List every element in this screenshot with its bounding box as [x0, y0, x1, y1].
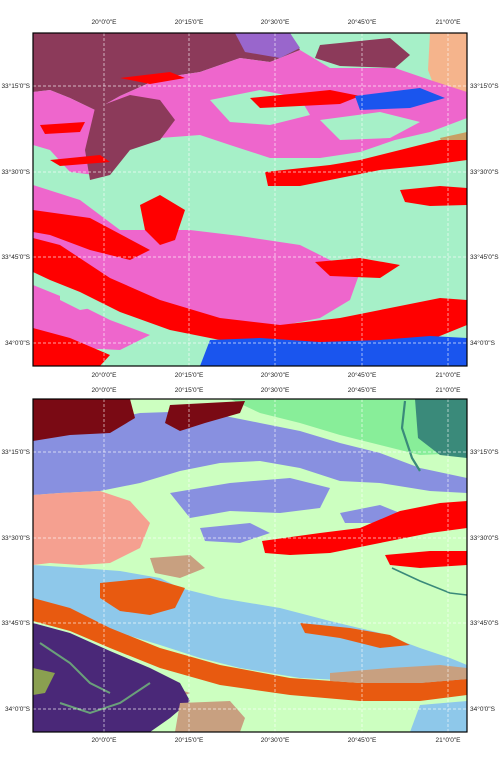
unit-blue-south: [200, 336, 467, 366]
bottom-map-lat-labels-left: 33°15'0"S 33°30'0"S 33°45'0"S 34°0'0"S: [1, 448, 30, 713]
unit-red-band: [140, 195, 185, 245]
lat-label: 34°0'0"S: [470, 705, 496, 713]
unit-red-band: [315, 258, 400, 278]
unit-red-southwest: [33, 328, 110, 366]
unit-red-east: [262, 501, 467, 555]
lat-label: 33°45'0"S: [470, 619, 499, 627]
unit-red-band: [33, 238, 467, 345]
unit-red-streak: [40, 122, 85, 134]
lon-label: 20°15'0"E: [175, 386, 204, 394]
unit-periwinkle-west: [40, 458, 140, 485]
unit-orange-band: [300, 623, 410, 648]
lat-label: 33°30'0"S: [1, 168, 30, 176]
unit-red-east: [385, 551, 467, 568]
lon-label: 20°15'0"E: [175, 736, 204, 744]
lat-label: 33°45'0"S: [1, 253, 30, 261]
unit-tan-south: [175, 701, 245, 732]
lon-label: 21°0'0"E: [436, 18, 462, 26]
lon-label: 21°0'0"E: [436, 371, 462, 379]
unit-pink-central: [33, 185, 360, 330]
lon-label: 20°30'0"E: [261, 371, 290, 379]
top-map-lon-labels-bottom: 20°0'0"E 20°15'0"E 20°30'0"E 20°45'0"E 2…: [92, 371, 462, 379]
lon-label: 20°45'0"E: [348, 736, 377, 744]
lat-label: 33°30'0"S: [470, 168, 499, 176]
unit-olive-southwest: [33, 668, 55, 695]
lat-label: 33°15'0"S: [1, 448, 30, 456]
bottom-map-units: [33, 399, 467, 732]
unit-blue-east: [355, 88, 445, 110]
unit-maroon-northeast: [315, 38, 410, 68]
lon-label: 20°45'0"E: [348, 18, 377, 26]
unit-maroon-inlier: [85, 95, 175, 180]
top-map-lat-labels-left: 33°15'0"S 33°30'0"S 33°45'0"S 34°0'0"S: [1, 82, 30, 347]
unit-red-band: [33, 210, 150, 260]
lon-label: 21°0'0"E: [436, 736, 462, 744]
lat-label: 34°0'0"S: [470, 339, 496, 347]
unit-maroon-northwest: [33, 399, 135, 441]
lon-label: 21°0'0"E: [436, 386, 462, 394]
unit-maroon-north: [165, 401, 245, 431]
unit-tan-band: [150, 555, 205, 578]
unit-red-east: [400, 186, 467, 206]
lat-label: 33°30'0"S: [470, 534, 499, 542]
unit-green-northeast: [230, 399, 467, 455]
bottom-map-frame: [32, 398, 468, 733]
lon-label: 20°0'0"E: [92, 371, 118, 379]
lon-label: 20°0'0"E: [92, 736, 118, 744]
unit-red-east: [265, 140, 467, 186]
lat-label: 33°15'0"S: [470, 82, 499, 90]
unit-periwinkle-north: [33, 411, 467, 495]
lat-label: 34°0'0"S: [5, 339, 31, 347]
unit-purple-north: [235, 33, 300, 58]
top-map-lat-labels-right: 33°15'0"S 33°30'0"S 33°45'0"S 34°0'0"S: [470, 82, 499, 347]
lat-label: 33°45'0"S: [470, 253, 499, 261]
lat-label: 33°15'0"S: [470, 448, 499, 456]
lat-label: 33°15'0"S: [1, 82, 30, 90]
top-map-graticule: [33, 33, 467, 366]
unit-dark-purple-southwest: [33, 623, 190, 732]
bottom-map-lon-labels-top: 20°0'0"E 20°15'0"E 20°30'0"E 20°45'0"E 2…: [92, 386, 462, 394]
unit-orange-band: [100, 578, 185, 615]
lon-label: 20°0'0"E: [92, 386, 118, 394]
unit-red-streak: [120, 72, 185, 84]
unit-maroon-north: [33, 33, 300, 110]
unit-red-streak: [250, 90, 360, 108]
lon-label: 20°30'0"E: [261, 386, 290, 394]
unit-salmon-west: [33, 491, 150, 565]
top-map-frame: [32, 32, 468, 367]
unit-teal-river: [400, 400, 421, 472]
top-map-lon-labels-top: 20°0'0"E 20°15'0"E 20°30'0"E 20°45'0"E 2…: [92, 18, 462, 26]
lat-label: 33°45'0"S: [1, 619, 30, 627]
lon-label: 20°15'0"E: [175, 371, 204, 379]
lon-label: 20°0'0"E: [92, 18, 118, 26]
lon-label: 20°15'0"E: [175, 18, 204, 26]
lon-label: 20°45'0"E: [348, 371, 377, 379]
unit-tan-band: [330, 665, 467, 683]
bottom-map-lon-labels-bottom: 20°0'0"E 20°15'0"E 20°30'0"E 20°45'0"E 2…: [92, 736, 462, 744]
lon-label: 20°30'0"E: [261, 18, 290, 26]
lon-label: 20°45'0"E: [348, 386, 377, 394]
unit-red-streak: [50, 155, 110, 166]
unit-green-inlier: [320, 112, 420, 140]
unit-green-rivers: [39, 642, 151, 715]
bottom-geology-map: 20°0'0"E 20°15'0"E 20°30'0"E 20°45'0"E 2…: [1, 386, 499, 744]
lon-label: 20°30'0"E: [261, 736, 290, 744]
unit-periwinkle-central: [170, 478, 330, 518]
unit-pink-south: [33, 285, 150, 350]
unit-periwinkle-central: [200, 523, 270, 543]
bottom-map-lat-labels-right: 33°15'0"S 33°30'0"S 33°45'0"S 34°0'0"S: [470, 448, 499, 713]
unit-orange-band: [33, 598, 467, 701]
unit-teal-northeast: [415, 399, 467, 458]
lat-label: 33°30'0"S: [1, 534, 30, 542]
top-map-units: [33, 33, 467, 366]
unit-teal-river: [391, 567, 467, 596]
top-geology-map: 20°0'0"E 20°15'0"E 20°30'0"E 20°45'0"E 2…: [1, 18, 499, 379]
bottom-map-graticule: [33, 399, 467, 732]
lat-label: 34°0'0"S: [5, 705, 31, 713]
